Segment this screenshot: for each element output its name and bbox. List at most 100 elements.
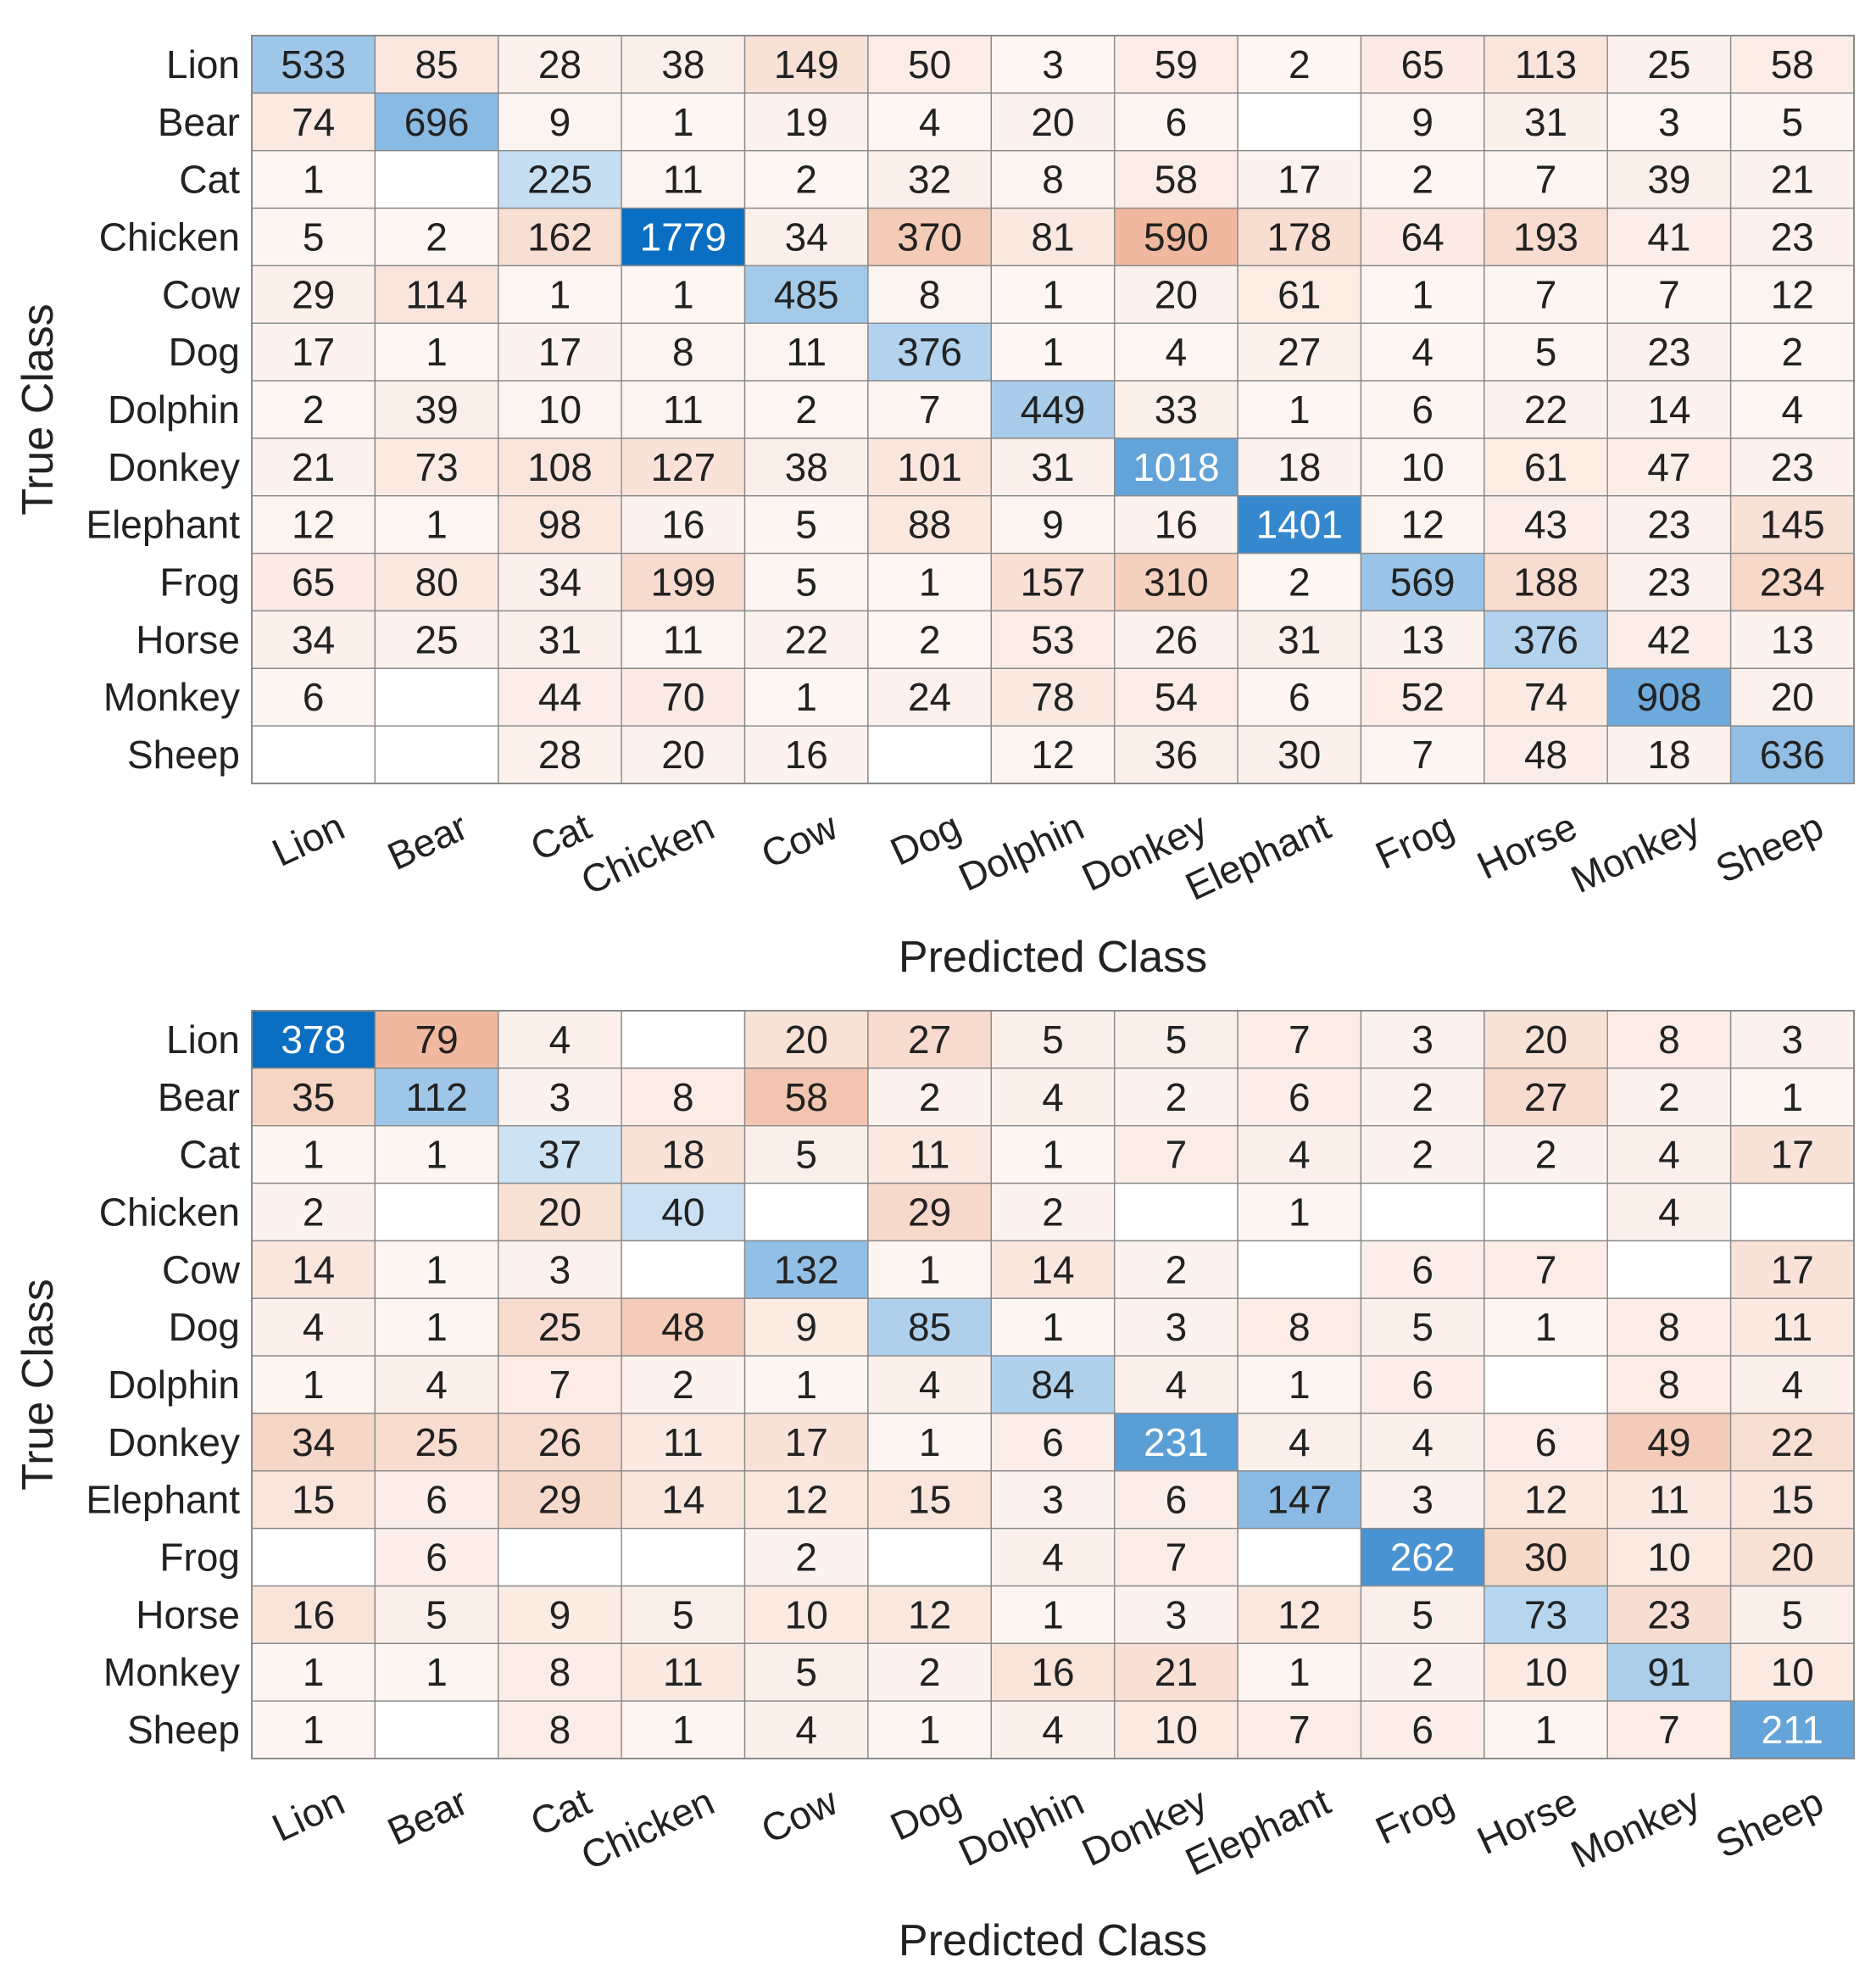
cell-cow-monkey bbox=[1606, 1240, 1732, 1299]
cells-bottom: 378 79 4 20 27 5 5 7 3 20 8 335 112 3 8 58 2 4 2 6 2 27 2 11 1 37… bbox=[251, 1010, 1855, 1759]
cell-elephant-elephant bbox=[1237, 1470, 1362, 1530]
cell-value: 48 bbox=[1524, 733, 1567, 777]
cell-frog-bear bbox=[374, 1527, 499, 1587]
cell-value: 2 bbox=[1042, 1190, 1064, 1234]
cell-value: 30 bbox=[1524, 1536, 1567, 1580]
cell-value: 88 bbox=[908, 503, 951, 547]
cell-value: 14 bbox=[292, 1247, 335, 1291]
cell-value: 1401 bbox=[1256, 503, 1343, 547]
cell-value: 29 bbox=[292, 272, 335, 316]
cell-value: 44 bbox=[538, 675, 582, 719]
cell-value: 12 bbox=[292, 503, 335, 547]
cell-donkey-dog bbox=[867, 1413, 993, 1472]
cell-dolphin-donkey bbox=[1113, 380, 1239, 439]
cell-value: 3 bbox=[1166, 1305, 1188, 1349]
cell-value: 11 bbox=[663, 617, 704, 661]
cell-value: 73 bbox=[415, 445, 458, 489]
row-label-cat: Cat bbox=[179, 158, 240, 202]
cell-chicken-lion bbox=[251, 207, 376, 267]
cell-value: 2 bbox=[1289, 42, 1311, 86]
cell-cow-chicken bbox=[621, 1240, 746, 1299]
cell-frog-chicken bbox=[621, 1527, 746, 1587]
cell-value: 12 bbox=[908, 1592, 951, 1636]
cell-value: 533 bbox=[281, 42, 346, 86]
cell-bear-bear bbox=[374, 1068, 499, 1127]
cell-bear-horse bbox=[1484, 92, 1608, 152]
row-label-bear: Bear bbox=[158, 100, 240, 144]
cell-value: 4 bbox=[1289, 1420, 1311, 1464]
cell-value: 147 bbox=[1266, 1478, 1332, 1522]
cell-cat-dolphin bbox=[990, 149, 1116, 209]
cell-bear-cat bbox=[498, 92, 622, 152]
cell-value: 65 bbox=[292, 560, 335, 605]
cell-horse-dog bbox=[867, 610, 993, 670]
cell-value: 3 bbox=[1658, 100, 1680, 144]
x-axis-label: Predicted Class bbox=[899, 1916, 1207, 1965]
cell-cow-cow bbox=[743, 265, 869, 324]
cell-value: 27 bbox=[1278, 330, 1321, 374]
cell-elephant-lion bbox=[251, 495, 376, 555]
cell-bear-sheep bbox=[1729, 1068, 1855, 1127]
cell-dog-lion bbox=[251, 1297, 376, 1357]
col-label-horse: Horse bbox=[1471, 804, 1584, 888]
cell-dog-monkey bbox=[1606, 322, 1732, 382]
cell-chicken-horse bbox=[1484, 207, 1608, 267]
row-label-lion: Lion bbox=[166, 42, 240, 86]
cell-dog-monkey bbox=[1606, 1297, 1732, 1357]
plot-border bbox=[251, 35, 1855, 784]
cell-value: 4 bbox=[919, 100, 941, 144]
col-label-cow: Cow bbox=[754, 1779, 844, 1852]
cell-frog-dog bbox=[867, 1527, 993, 1587]
col-label-dolphin: Dolphin bbox=[952, 1779, 1090, 1875]
cell-chicken-cat bbox=[498, 1182, 622, 1242]
x-axis-label: Predicted Class bbox=[899, 933, 1207, 982]
cell-value: 20 bbox=[785, 1017, 828, 1062]
cell-value: 3 bbox=[1042, 1478, 1064, 1522]
cell-value: 101 bbox=[897, 445, 962, 489]
cell-value: 9 bbox=[1411, 100, 1433, 144]
cell-donkey-cat bbox=[498, 1413, 622, 1472]
cell-bear-cow bbox=[743, 1068, 869, 1127]
cell-value: 4 bbox=[303, 1305, 325, 1349]
cell-value: 2 bbox=[919, 1650, 941, 1694]
cell-sheep-cat bbox=[498, 725, 622, 784]
cell-value: 23 bbox=[1771, 215, 1814, 259]
cell-value: 211 bbox=[1762, 1708, 1823, 1752]
cell-chicken-bear bbox=[374, 207, 499, 267]
cell-donkey-dog bbox=[867, 438, 993, 497]
cell-value: 9 bbox=[549, 100, 571, 144]
cell-cat-chicken bbox=[621, 1124, 746, 1185]
cell-horse-chicken bbox=[621, 610, 746, 670]
cell-value: 4 bbox=[1042, 1708, 1064, 1752]
cell-value: 590 bbox=[1144, 215, 1209, 259]
cell-frog-dolphin bbox=[990, 1527, 1116, 1587]
cell-value: 11 bbox=[1649, 1478, 1690, 1522]
cell-dolphin-donkey bbox=[1113, 1355, 1239, 1414]
cell-dolphin-cat bbox=[498, 1355, 622, 1414]
cell-value: 2 bbox=[795, 1536, 817, 1580]
cell-value: 34 bbox=[292, 617, 335, 661]
cell-monkey-elephant bbox=[1237, 667, 1362, 727]
cell-value: 4 bbox=[1411, 330, 1433, 374]
cell-sheep-chicken bbox=[621, 1700, 746, 1759]
cell-value: 34 bbox=[292, 1420, 335, 1464]
col-label-monkey: Monkey bbox=[1564, 1779, 1706, 1876]
cell-cow-lion bbox=[251, 265, 376, 324]
y-axis-label: True Class bbox=[14, 304, 63, 515]
cell-value: 80 bbox=[415, 560, 458, 605]
cell-elephant-cow bbox=[743, 1470, 869, 1530]
cell-value: 12 bbox=[1031, 733, 1074, 777]
cell-value: 5 bbox=[1782, 1592, 1804, 1636]
cell-chicken-sheep bbox=[1729, 1182, 1855, 1242]
cell-value: 2 bbox=[1782, 330, 1804, 374]
cell-value: 6 bbox=[1166, 1478, 1188, 1522]
cell-monkey-horse bbox=[1484, 1642, 1608, 1702]
cell-value: 4 bbox=[1782, 387, 1804, 432]
cell-dolphin-lion bbox=[251, 1355, 376, 1414]
cell-sheep-frog bbox=[1360, 725, 1485, 784]
cell-cow-sheep bbox=[1729, 1240, 1855, 1299]
cell-value: 2 bbox=[1411, 1650, 1433, 1694]
cell-horse-lion bbox=[251, 1585, 376, 1645]
cell-frog-monkey bbox=[1606, 552, 1732, 612]
row-label-dolphin: Dolphin bbox=[108, 1363, 240, 1407]
